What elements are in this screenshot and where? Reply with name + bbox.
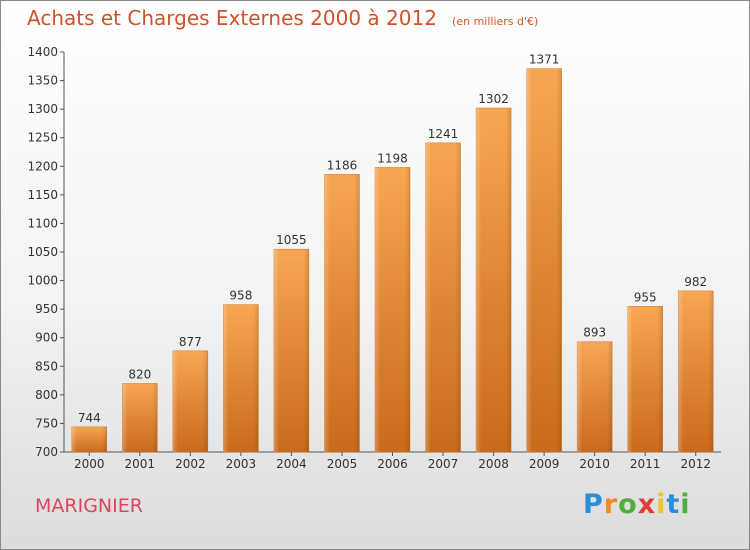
y-tick-label: 1100 [27, 216, 58, 230]
bar-value-label: 744 [78, 411, 101, 425]
bar-shade [526, 68, 562, 453]
bar-value-label: 1055 [276, 233, 307, 247]
logo-letter: P [583, 489, 604, 520]
x-tick-label: 2001 [125, 457, 156, 471]
bar-shade [476, 108, 512, 452]
y-tick-label: 750 [35, 416, 58, 430]
y-tick-label: 1200 [27, 159, 58, 173]
y-tick-label: 1400 [27, 45, 58, 59]
x-tick-label: 2005 [327, 457, 358, 471]
bar-shade [375, 167, 410, 452]
bar-value-label: 820 [128, 367, 151, 381]
bars: 744 820 877 958 1055 1186 1198 1241 1302 1371 893 9… [71, 53, 714, 453]
bar-value-label: 1371 [529, 53, 560, 67]
bar-shade [577, 341, 613, 452]
chart-title: Achats et Charges Externes 2000 à 2012 [27, 6, 437, 30]
bar-shade [172, 350, 208, 452]
bar-shade [223, 304, 259, 452]
y-tick-label: 1000 [27, 274, 58, 288]
bar-shade [627, 306, 663, 452]
bar-shade [122, 383, 158, 452]
bar-value-label: 877 [179, 335, 202, 349]
x-tick-label: 2003 [226, 457, 257, 471]
chart-subtitle: (en milliers d'€) [452, 15, 539, 28]
y-tick-label: 1150 [27, 188, 58, 202]
y-tick-label: 950 [35, 302, 58, 316]
y-tick-label: 850 [35, 359, 58, 373]
y-tick-label: 800 [35, 388, 58, 402]
logo-letter: i [656, 489, 667, 520]
logo-letter: r [603, 489, 619, 520]
bar-shade [71, 426, 107, 452]
x-tick-label: 2006 [377, 457, 408, 471]
y-tick-label: 1300 [27, 102, 58, 116]
y-tick-label: 1250 [27, 131, 58, 145]
x-axis: 2000 2001 2002 2003 2004 2005 2006 2007 2008 2009… [64, 451, 721, 471]
x-tick-label: 2009 [529, 457, 560, 471]
x-tick-label: 2010 [579, 457, 610, 471]
y-tick-label: 1050 [27, 245, 58, 259]
x-tick-label: 2002 [175, 457, 206, 471]
title-row: Achats et Charges Externes 2000 à 2012 (… [27, 6, 538, 30]
x-tick-label: 2011 [630, 457, 661, 471]
y-axis: 700 750 800 850 900 950 1000 1050 1100 1150 1200 12… [27, 45, 65, 459]
x-tick-label: 2007 [428, 457, 459, 471]
bar-value-label: 1186 [327, 158, 358, 172]
y-tick-label: 700 [35, 445, 58, 459]
y-tick-label: 1350 [27, 74, 58, 88]
x-tick-label: 2012 [680, 457, 711, 471]
x-tick-label: 2004 [276, 457, 307, 471]
bar-shade [425, 142, 461, 452]
logo-letter: o [618, 489, 638, 520]
location-label: MARIGNIER [35, 495, 143, 517]
logo-letter: t [666, 489, 681, 520]
x-tick-label: 2008 [478, 457, 509, 471]
bar-value-label: 893 [583, 326, 606, 340]
bar-value-label: 1198 [377, 151, 408, 165]
bar-value-label: 982 [684, 275, 707, 289]
bar-chart: 700 750 800 850 900 950 1000 1050 1100 1150 1200 12… [27, 45, 721, 471]
x-tick-label: 2000 [74, 457, 105, 471]
bar-value-label: 955 [634, 290, 657, 304]
bar-value-label: 1241 [428, 127, 459, 141]
y-tick-label: 900 [35, 331, 58, 345]
bar-value-label: 958 [229, 289, 252, 303]
logo-letter: i [680, 489, 691, 520]
bar-shade [324, 174, 360, 453]
proxiti-logo: Proxiti [583, 489, 691, 520]
bar-shade [678, 290, 714, 452]
logo-letter: x [637, 489, 657, 520]
bar-value-label: 1302 [478, 92, 509, 106]
bar-shade [273, 249, 309, 452]
